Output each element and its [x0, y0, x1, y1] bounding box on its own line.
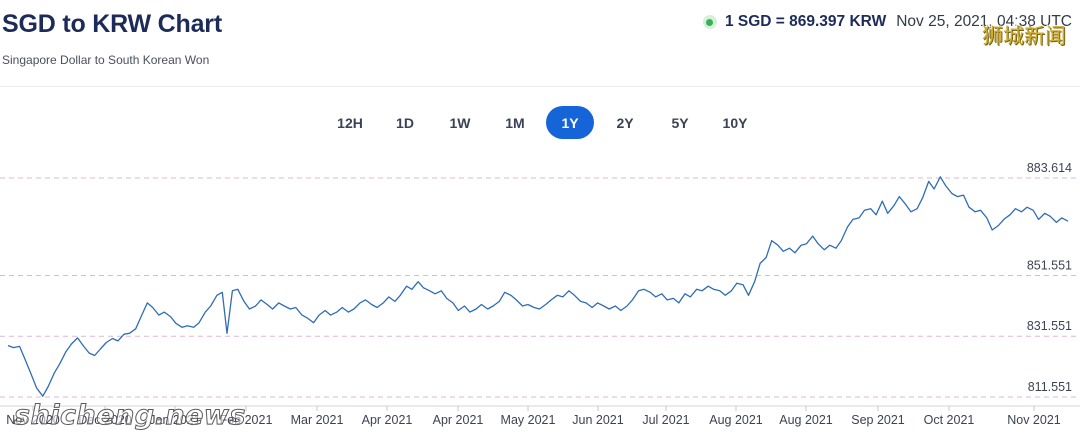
x-tick-label: Jan 2021: [149, 413, 200, 427]
time-range-selector: 12H 1D 1W 1M 1Y 2Y 5Y 10Y: [326, 106, 766, 139]
current-rate: 1 SGD = 869.397 KRW Nov 25, 2021, 04:38 …: [702, 13, 1072, 31]
x-tick-label: Aug 2021: [779, 413, 833, 427]
range-button-12h[interactable]: 12H: [326, 106, 374, 139]
y-tick-label: 811.551: [1028, 380, 1072, 394]
x-tick-label: Jun 2021: [572, 413, 623, 427]
y-tick-label: 831.551: [1027, 319, 1072, 333]
y-tick-label: 883.614: [1027, 161, 1072, 175]
y-tick-label: 851.551: [1027, 258, 1072, 272]
live-status-icon: [702, 15, 717, 29]
range-button-1d[interactable]: 1D: [381, 106, 429, 139]
rate-value: 1 SGD = 869.397 KRW: [724, 13, 887, 30]
range-button-5y[interactable]: 5Y: [656, 106, 704, 139]
x-tick-label: Oct 2021: [924, 413, 975, 427]
range-button-2y[interactable]: 2Y: [601, 106, 649, 139]
range-button-10y[interactable]: 10Y: [711, 106, 759, 139]
x-tick-label: Apr 2021: [433, 413, 484, 427]
x-tick-label: Feb 2021: [220, 413, 273, 427]
x-tick-label: Nov 2021: [1007, 413, 1061, 427]
x-tick-label: Nov 2020: [6, 413, 60, 427]
exchange-rate-chart: 883.614 851.551 831.551 811.551 Nov 2020 Dec…: [0, 161, 1080, 427]
range-button-1m[interactable]: 1M: [491, 106, 539, 139]
x-tick-label: Apr 2021: [362, 413, 413, 427]
range-button-1w[interactable]: 1W: [436, 106, 484, 139]
page-subtitle: Singapore Dollar to South Korean Won: [2, 53, 210, 67]
series-line: [7, 176, 1069, 397]
x-tick-label: Sep 2021: [851, 413, 905, 427]
x-tick-label: Mar 2021: [291, 413, 344, 427]
page-title: SGD to KRW Chart: [2, 10, 222, 38]
x-tick-label: Jul 2021: [642, 413, 689, 427]
header-divider: [0, 86, 1080, 87]
x-tick-label: Aug 2021: [709, 413, 763, 427]
rate-timestamp: Nov 25, 2021, 04:38 UTC: [896, 13, 1072, 30]
x-tick-label: Dec 2020: [78, 413, 132, 427]
range-button-1y[interactable]: 1Y: [546, 106, 594, 139]
x-tick-label: May 2021: [501, 413, 556, 427]
